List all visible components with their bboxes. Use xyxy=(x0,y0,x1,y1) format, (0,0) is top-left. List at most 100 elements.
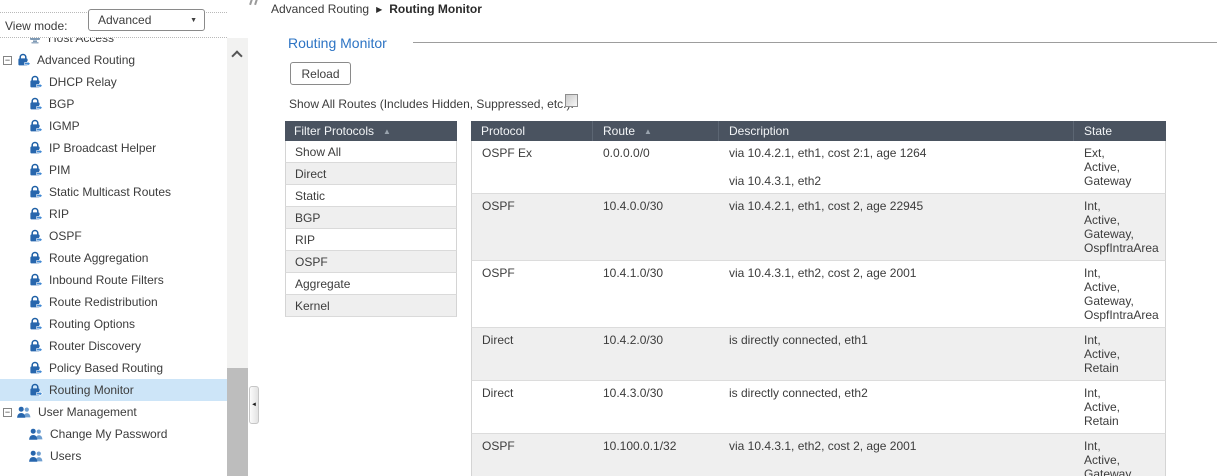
sidebar-item-change-my-password[interactable]: Change My Password xyxy=(0,423,227,445)
breadcrumb-parent[interactable]: Advanced Routing xyxy=(271,2,370,16)
sidebar-item-label: Change My Password xyxy=(50,427,168,441)
sidebar-scrollbar[interactable] xyxy=(227,38,248,476)
lock-route-icon xyxy=(28,207,43,221)
show-all-routes-checkbox[interactable] xyxy=(565,94,578,107)
routes-table-rows: OSPF Ex 0.0.0.0/0 via 10.4.2.1, eth1, cost… xyxy=(471,141,1166,476)
sidebar-tree: Host Access − Advanced Routing DHCP Relay BG… xyxy=(0,38,227,476)
scrollbar-thumb[interactable] xyxy=(227,368,248,476)
route-cell-protocol: Direct xyxy=(482,333,514,347)
route-cell-protocol: Direct xyxy=(482,386,514,400)
sidebar-item-label: Inbound Route Filters xyxy=(49,273,164,287)
sort-asc-icon: ▲ xyxy=(383,126,391,136)
filter-protocols-header[interactable]: Filter Protocols ▲ xyxy=(285,121,457,141)
page-title: Routing Monitor xyxy=(288,35,387,51)
route-cell-state: Int, Active, Retain xyxy=(1084,333,1121,375)
lock-route-icon xyxy=(28,317,43,331)
lock-route-icon xyxy=(28,361,43,375)
sidebar-item-label: Advanced Routing xyxy=(37,53,136,67)
chevron-down-icon: ▼ xyxy=(190,17,197,24)
view-mode-select[interactable]: Advanced ▼ xyxy=(88,9,205,31)
column-header-protocol[interactable]: Protocol xyxy=(481,124,526,138)
sidebar-item-policy-based-routing[interactable]: Policy Based Routing xyxy=(0,357,227,379)
filter-row-rip[interactable]: RIP xyxy=(285,229,457,251)
lock-route-icon xyxy=(28,295,43,309)
sidebar-item-pim[interactable]: PIM xyxy=(0,159,227,181)
sidebar: View mode: Advanced ▼ Host Access − Advanc… xyxy=(0,0,258,476)
breadcrumb: Advanced Routing ▶ Routing Monitor xyxy=(271,2,482,16)
scroll-up-icon[interactable] xyxy=(231,50,243,62)
sidebar-collapse-handle[interactable]: ◄ xyxy=(249,386,259,424)
title-rule xyxy=(413,42,1217,43)
route-cell-description: is directly connected, eth2 xyxy=(729,386,868,400)
column-header-state[interactable]: State xyxy=(1073,121,1167,141)
filter-row-kernel[interactable]: Kernel xyxy=(285,295,457,317)
filter-row-ospf[interactable]: OSPF xyxy=(285,251,457,273)
route-row-10-4-0-0-30[interactable]: OSPF 10.4.0.0/30 via 10.4.2.1, eth1, cost … xyxy=(471,194,1166,261)
sidebar-item-router-discovery[interactable]: Router Discovery xyxy=(0,335,227,357)
sidebar-item-label: Static Multicast Routes xyxy=(49,185,172,199)
lock-route-icon xyxy=(28,141,43,155)
collapse-toggle-icon[interactable]: − xyxy=(3,54,12,65)
lock-route-icon xyxy=(28,273,43,287)
sidebar-item-routing-monitor[interactable]: Routing Monitor xyxy=(0,379,227,401)
filter-row-aggregate[interactable]: Aggregate xyxy=(285,273,457,295)
sidebar-item-static-multicast-routes[interactable]: Static Multicast Routes xyxy=(0,181,227,203)
filter-row-show-all[interactable]: Show All xyxy=(285,141,457,163)
route-row-10-4-1-0-30[interactable]: OSPF 10.4.1.0/30 via 10.4.3.1, eth2, cost … xyxy=(471,261,1166,328)
route-cell-route: 10.4.1.0/30 xyxy=(603,266,664,280)
column-header-route[interactable]: Route ▲ xyxy=(592,121,718,141)
route-cell-description: via 10.4.3.1, eth2, cost 2, age 2001 xyxy=(729,439,917,453)
sidebar-item-label: RIP xyxy=(49,207,70,221)
route-cell-route: 10.4.2.0/30 xyxy=(603,333,664,347)
sidebar-item-advanced-routing[interactable]: − Advanced Routing xyxy=(0,49,227,71)
route-cell-description: via 10.4.3.1, eth2, cost 2, age 2001 xyxy=(729,266,917,280)
route-cell-description: is directly connected, eth1 xyxy=(729,333,868,347)
lock-route-icon xyxy=(16,53,31,67)
route-row-10-4-2-0-30[interactable]: Direct 10.4.2.0/30 is directly connected, … xyxy=(471,328,1166,381)
sidebar-item-label: User Management xyxy=(38,405,137,419)
column-header-description[interactable]: Description xyxy=(718,121,1073,141)
sidebar-item-route-aggregation[interactable]: Route Aggregation xyxy=(0,247,227,269)
show-all-routes-row: Show All Routes (Includes Hidden, Suppre… xyxy=(289,94,578,111)
sidebar-item-ip-broadcast-helper[interactable]: IP Broadcast Helper xyxy=(0,137,227,159)
sidebar-item-routing-options[interactable]: Routing Options xyxy=(0,313,227,335)
route-cell-state: Int, Active, Gateway, OspfIntraArea xyxy=(1084,439,1134,476)
route-cell-route: 10.4.0.0/30 xyxy=(603,199,664,213)
sidebar-item-route-redistribution[interactable]: Route Redistribution xyxy=(0,291,227,313)
sidebar-item-bgp[interactable]: BGP xyxy=(0,93,227,115)
sidebar-item-user-management[interactable]: − User Management xyxy=(0,401,227,423)
route-cell-description: via 10.4.2.1, eth1, cost 2, age 22945 xyxy=(729,199,924,213)
route-cell-route: 10.100.0.1/32 xyxy=(603,439,677,453)
lock-route-icon xyxy=(28,185,43,199)
route-row-10-4-3-0-30[interactable]: Direct 10.4.3.0/30 is directly connected, … xyxy=(471,381,1166,434)
route-row-10-100-0-1-32[interactable]: OSPF 10.100.0.1/32 via 10.4.3.1, eth2, cos… xyxy=(471,434,1166,476)
sidebar-item-ospf[interactable]: OSPF xyxy=(0,225,227,247)
collapse-toggle-icon[interactable]: − xyxy=(3,406,12,417)
route-row-0-0-0-0-0[interactable]: OSPF Ex 0.0.0.0/0 via 10.4.2.1, eth1, cost… xyxy=(471,141,1166,194)
lock-route-icon xyxy=(28,97,43,111)
reload-button[interactable]: Reload xyxy=(290,62,351,85)
sidebar-item-rip[interactable]: RIP xyxy=(0,203,227,225)
filter-row-bgp[interactable]: BGP xyxy=(285,207,457,229)
filter-row-direct[interactable]: Direct xyxy=(285,163,457,185)
sidebar-item-users[interactable]: Users xyxy=(0,445,227,467)
collapse-marks-icon xyxy=(248,0,262,6)
sidebar-item-igmp[interactable]: IGMP xyxy=(0,115,227,137)
filter-protocols-rows: Show All Direct Static BGP RIP OSPF Aggregate K… xyxy=(285,141,457,317)
route-cell-state: Ext, Active, Gateway xyxy=(1084,146,1132,188)
sidebar-item-label: PIM xyxy=(49,163,71,177)
route-cell-route: 10.4.3.0/30 xyxy=(603,386,664,400)
sidebar-item-host-access[interactable]: Host Access xyxy=(0,38,227,49)
chevron-left-icon: ◄ xyxy=(251,402,257,408)
lock-route-icon xyxy=(28,119,43,133)
sidebar-item-label: Route Aggregation xyxy=(49,251,149,265)
filter-row-static[interactable]: Static xyxy=(285,185,457,207)
view-mode-value: Advanced xyxy=(98,13,152,27)
sidebar-item-label: Routing Options xyxy=(49,317,136,331)
lock-route-icon xyxy=(28,383,43,397)
sidebar-item-dhcp-relay[interactable]: DHCP Relay xyxy=(0,71,227,93)
sidebar-item-label: OSPF xyxy=(49,229,82,243)
sidebar-item-inbound-route-filters[interactable]: Inbound Route Filters xyxy=(0,269,227,291)
filter-protocols-header-label: Filter Protocols xyxy=(294,124,375,138)
